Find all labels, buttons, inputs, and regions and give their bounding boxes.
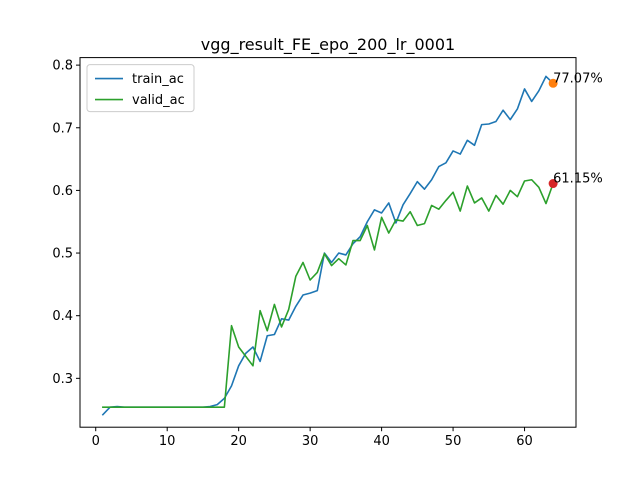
x-tick-label: 0: [92, 434, 100, 449]
legend-label: train_ac: [132, 72, 184, 87]
y-tick-label: 0.4: [52, 309, 73, 324]
legend: train_ac valid_ac: [86, 64, 195, 113]
y-tick-label: 0.3: [52, 372, 73, 387]
final-value-label: 61.15%: [553, 172, 603, 187]
x-tick-label: 20: [230, 434, 247, 449]
annotations: 77.07% 61.15%: [548, 71, 603, 189]
x-tick-label: 50: [445, 434, 462, 449]
series-line-train-ac: [101, 75, 555, 416]
x-tick-label: 40: [373, 434, 390, 449]
final-value-marker: [548, 78, 558, 88]
x-tick-label: 30: [302, 434, 319, 449]
chart-title: vgg_result_FE_epo_200_lr_0001: [201, 35, 455, 55]
legend-label: valid_ac: [132, 93, 185, 108]
y-tick-label: 0.5: [52, 247, 73, 262]
x-tick-label: 60: [516, 434, 533, 449]
series-line-valid-ac: [102, 178, 555, 408]
x-axis: 0 10 20 30 40 50 60: [92, 427, 533, 449]
y-tick-label: 0.6: [52, 184, 73, 199]
x-tick-label: 10: [159, 434, 176, 449]
y-tick-label: 0.8: [52, 59, 73, 74]
final-value-marker: [548, 179, 558, 189]
y-axis: 0.3 0.4 0.5 0.6 0.7 0.8: [52, 59, 80, 387]
axes-frame: [79, 57, 577, 428]
final-value-label: 77.07%: [553, 71, 603, 86]
plot-area: [101, 75, 555, 416]
y-tick-label: 0.7: [52, 121, 73, 136]
